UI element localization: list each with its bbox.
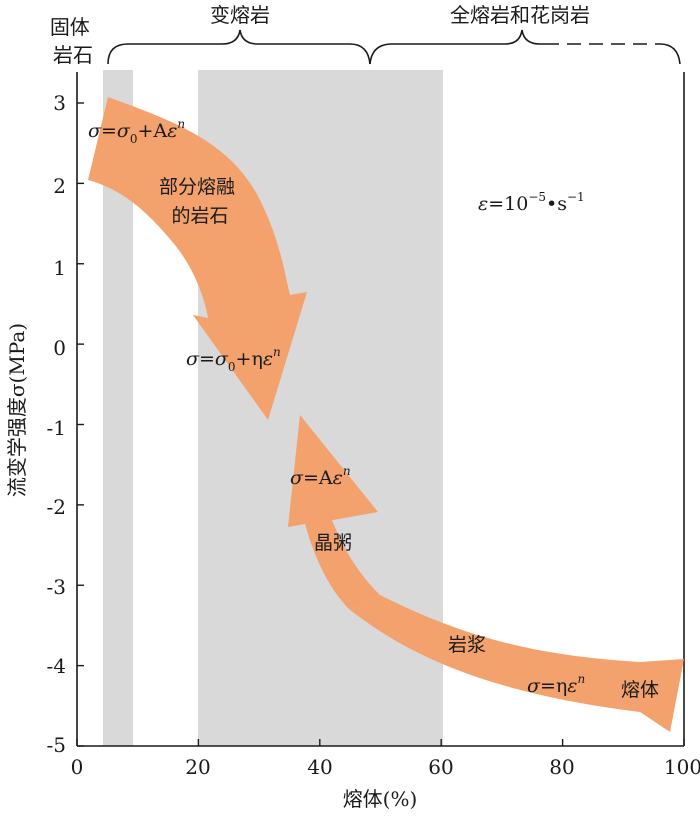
equation-power-law-yield: σ=σ0+Aεn — [88, 117, 185, 146]
y-tick-label-1: 1 — [53, 256, 66, 280]
x-tick-label-80: 80 — [549, 755, 574, 779]
y-tick-label-2: 2 — [53, 174, 66, 198]
migmatite-label: 变熔岩 — [210, 3, 270, 27]
diatexite-brace — [369, 29, 681, 65]
x-axis-ticks — [76, 739, 685, 746]
plot-frame — [76, 72, 685, 747]
y-tick-label-minus-5: -5 — [47, 733, 66, 757]
y-axis-title: 流变学强度σ(MPa) — [5, 323, 29, 497]
y-tick-labels: 3 2 1 0 -1 -2 -3 -4 -5 — [47, 91, 66, 757]
y-tick-label-0: 0 — [53, 336, 66, 360]
y-tick-label-minus-3: -3 — [47, 575, 66, 599]
x-tick-label-100: 100 — [664, 755, 700, 779]
partial-melt-label-line2: 的岩石 — [171, 205, 228, 227]
x-tick-label-0: 0 — [71, 755, 84, 779]
strain-rate-label: ε=10−5•s−1 — [478, 190, 585, 215]
partial-melt-label-line1: 部分熔融 — [159, 176, 235, 198]
x-tick-label-40: 40 — [307, 755, 332, 779]
x-tick-labels: 0 20 40 60 80 100 — [71, 755, 700, 779]
magma-label: 岩浆 — [448, 634, 486, 656]
partial-melt-arrow — [88, 97, 307, 420]
y-tick-label-3: 3 — [53, 91, 66, 115]
x-tick-label-60: 60 — [428, 755, 453, 779]
crystal-mush-arrow — [288, 415, 380, 610]
crystal-mush-label: 晶粥 — [314, 532, 352, 554]
solid-rock-label-line1: 固体 — [50, 15, 90, 39]
migmatite-brace — [107, 29, 371, 65]
y-tick-label-minus-2: -2 — [47, 495, 66, 519]
melt-label: 熔体 — [621, 679, 659, 701]
partial-melt-label: 部分熔融 的岩石 — [159, 176, 241, 227]
equation-viscous: σ=ηεn — [527, 672, 585, 697]
y-tick-label-minus-1: -1 — [47, 416, 66, 440]
magma-melt-arrow — [350, 595, 684, 732]
solid-rock-label-line2: 岩石 — [53, 43, 93, 67]
x-tick-label-20: 20 — [185, 755, 210, 779]
y-tick-label-minus-4: -4 — [47, 654, 66, 678]
solid-rock-label: 固体 岩石 — [50, 15, 96, 67]
x-axis-title: 熔体(%) — [343, 787, 418, 811]
equation-power-law: σ=Aεn — [290, 464, 351, 489]
y-axis-ticks — [77, 102, 84, 747]
region-braces — [107, 29, 681, 65]
equation-viscous-yield: σ=σ0+ηεn — [186, 345, 281, 374]
diatexite-granite-label: 全熔岩和花岗岩 — [450, 3, 590, 27]
